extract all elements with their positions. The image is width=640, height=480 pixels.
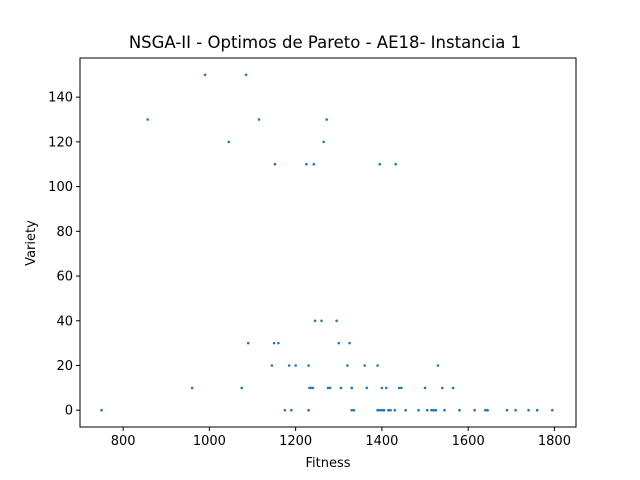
data-point (313, 319, 317, 323)
data-point (227, 140, 231, 144)
data-point (394, 162, 398, 166)
data-point (326, 386, 330, 390)
data-point (387, 408, 390, 412)
data-point (380, 386, 384, 390)
data-point (240, 386, 244, 390)
data-point (277, 341, 280, 345)
data-point (307, 408, 310, 412)
data-point (100, 408, 103, 412)
data-point (350, 386, 354, 390)
data-point (272, 341, 276, 345)
data-point (514, 408, 517, 412)
y-tick-label: 140 (48, 91, 73, 106)
data-point (451, 386, 455, 390)
data-point (350, 408, 354, 412)
y-tick-label: 60 (56, 270, 73, 285)
data-point (307, 364, 310, 367)
data-point (363, 364, 366, 367)
data-point (311, 386, 315, 390)
data-point (425, 408, 429, 412)
x-tick-label: 1600 (452, 434, 485, 449)
data-point (283, 408, 287, 412)
data-point (294, 364, 297, 367)
data-point (257, 118, 261, 121)
data-point (190, 386, 194, 390)
y-axis-label: Variety (24, 220, 39, 266)
data-point (423, 386, 427, 390)
data-point (270, 364, 274, 367)
data-point (348, 341, 351, 345)
data-points (100, 73, 554, 412)
data-point (335, 319, 338, 323)
data-point (417, 408, 420, 412)
data-point (550, 408, 554, 412)
x-tick-label: 1400 (365, 434, 398, 449)
data-point (352, 408, 356, 412)
x-tick-label: 1000 (193, 434, 226, 449)
chart-title: NSGA-II - Optimos de Pareto - AE18- Inst… (129, 33, 521, 52)
data-point (312, 162, 316, 166)
data-point (527, 408, 530, 412)
data-point (382, 408, 386, 412)
x-tick-label: 1200 (279, 434, 312, 449)
y-tick-label: 0 (65, 404, 73, 419)
data-point (389, 408, 392, 412)
data-point (443, 408, 446, 412)
y-tick-label: 40 (56, 314, 73, 329)
data-point (308, 386, 311, 390)
x-tick-label: 1800 (538, 434, 571, 449)
data-point (380, 408, 384, 412)
data-point (535, 408, 539, 412)
x-tick-label: 800 (111, 434, 136, 449)
data-point (434, 408, 438, 412)
data-point (346, 364, 349, 367)
y-tick-label: 120 (48, 135, 73, 150)
data-point (384, 386, 388, 390)
data-point (484, 408, 487, 412)
data-point (473, 408, 476, 412)
data-point (322, 140, 325, 144)
data-point (440, 386, 444, 390)
data-point (486, 408, 489, 412)
data-point (203, 73, 207, 77)
y-tick-label: 80 (56, 225, 73, 240)
data-point (290, 408, 293, 412)
data-point (305, 162, 308, 166)
x-axis-label: Fitness (305, 456, 350, 471)
y-tick-label: 20 (56, 359, 73, 374)
data-point (458, 408, 461, 412)
data-point (337, 341, 341, 345)
data-point (404, 408, 407, 412)
data-point (146, 118, 150, 121)
data-point (505, 408, 509, 412)
data-point (400, 386, 403, 390)
data-point (328, 386, 332, 390)
data-point (325, 118, 329, 121)
data-point (432, 408, 435, 412)
data-point (430, 408, 433, 412)
data-point (320, 319, 323, 323)
data-point (393, 408, 397, 412)
data-point (436, 364, 440, 367)
data-point (365, 386, 369, 390)
data-point (397, 386, 401, 390)
data-point (287, 364, 291, 367)
x-axis: 800 1000 1200 1400 1600 1800 (111, 427, 571, 449)
data-point (378, 408, 382, 412)
plot-area (79, 57, 577, 428)
data-point (244, 73, 248, 77)
y-axis: 0 20 40 60 80 100 120 140 (48, 91, 80, 419)
data-point (376, 408, 379, 412)
data-point (376, 364, 379, 367)
y-tick-label: 100 (48, 180, 73, 195)
data-point (273, 162, 277, 166)
data-point (339, 386, 343, 390)
data-point (246, 341, 250, 345)
data-point (378, 162, 382, 166)
